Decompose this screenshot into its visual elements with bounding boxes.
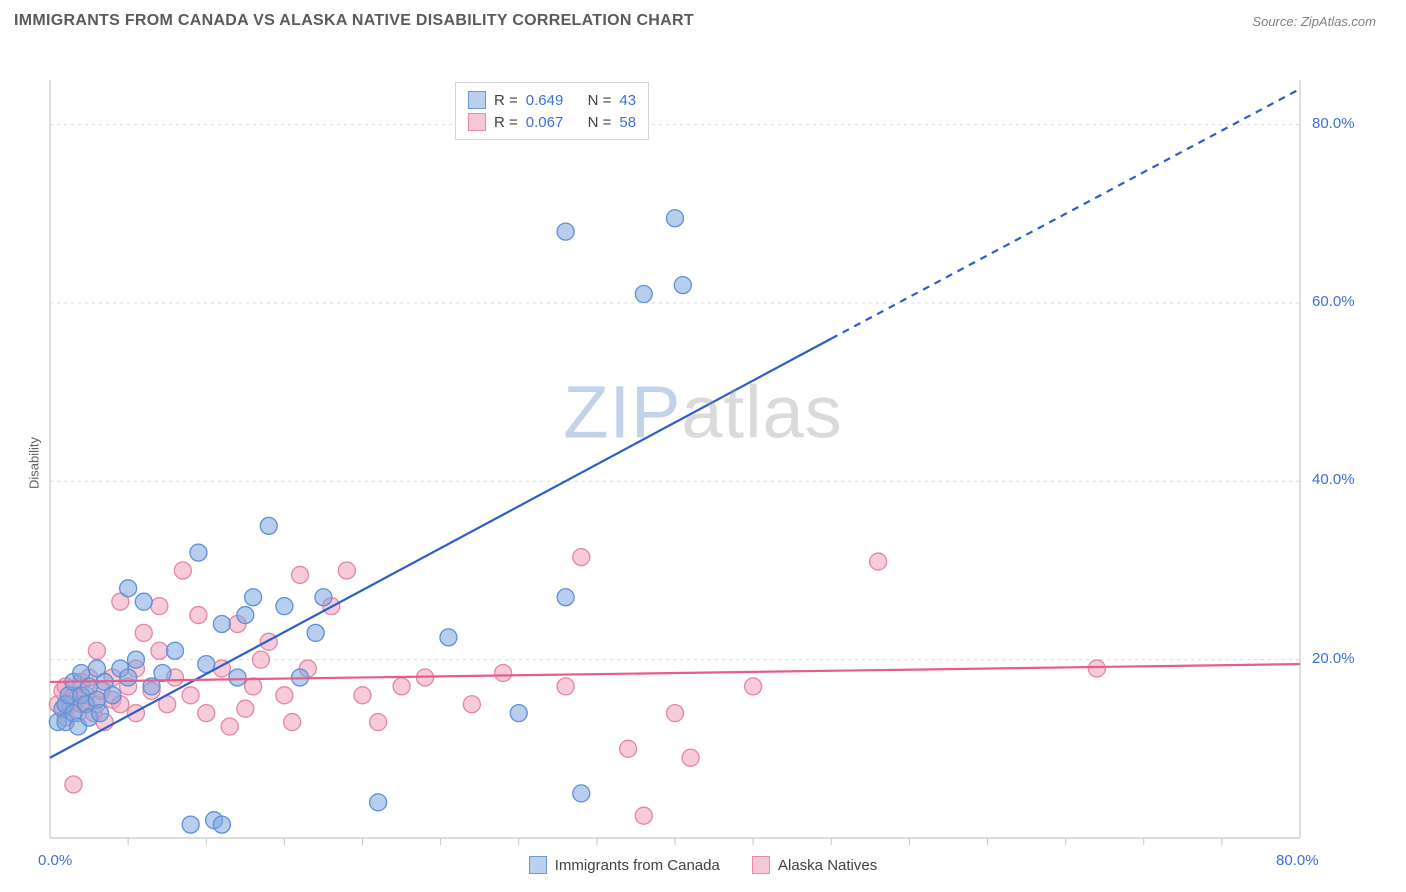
chart-area: Disability ZIPatlas R = 0.649 N = 43 R =… (0, 38, 1406, 888)
r-value-alaska: 0.067 (526, 114, 564, 131)
n-value-canada: 43 (619, 92, 636, 109)
swatch-alaska (752, 856, 770, 874)
legend-stats: R = 0.649 N = 43 R = 0.067 N = 58 (455, 82, 649, 140)
header: IMMIGRANTS FROM CANADA VS ALASKA NATIVE … (0, 0, 1406, 38)
legend-label-alaska: Alaska Natives (778, 857, 877, 874)
axis-tick-label: 40.0% (1312, 471, 1355, 488)
source: Source: ZipAtlas.com (1252, 14, 1376, 29)
source-label: Source: (1252, 14, 1297, 29)
n-value-alaska: 58 (619, 114, 636, 131)
legend-label-canada: Immigrants from Canada (555, 857, 720, 874)
legend-stats-row-alaska: R = 0.067 N = 58 (468, 111, 636, 133)
axis-tick-label: 20.0% (1312, 650, 1355, 667)
swatch-canada (529, 856, 547, 874)
swatch-alaska (468, 113, 486, 131)
legend-item-alaska: Alaska Natives (752, 856, 877, 874)
axis-tick-label: 80.0% (1276, 852, 1319, 869)
n-label: N = (588, 114, 612, 131)
legend-item-canada: Immigrants from Canada (529, 856, 720, 874)
chart-title: IMMIGRANTS FROM CANADA VS ALASKA NATIVE … (14, 12, 694, 30)
axis-tick-label: 60.0% (1312, 293, 1355, 310)
r-label: R = (494, 92, 518, 109)
axis-tick-label: 0.0% (38, 852, 72, 869)
r-value-canada: 0.649 (526, 92, 564, 109)
legend-series: Immigrants from Canada Alaska Natives (0, 856, 1406, 878)
swatch-canada (468, 91, 486, 109)
axis-tick-label: 80.0% (1312, 115, 1355, 132)
source-name: ZipAtlas.com (1301, 14, 1376, 29)
n-label: N = (588, 92, 612, 109)
r-label: R = (494, 114, 518, 131)
legend-stats-row-canada: R = 0.649 N = 43 (468, 89, 636, 111)
scatter-plot (0, 38, 1406, 888)
